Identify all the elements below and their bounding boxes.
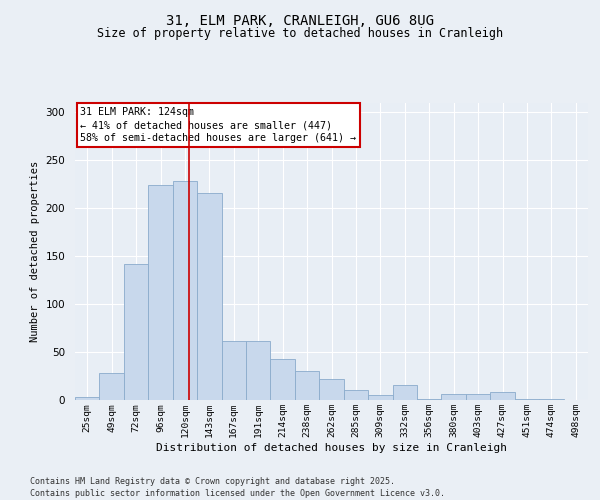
Bar xyxy=(75,397,100,400)
Bar xyxy=(392,384,417,400)
Bar xyxy=(197,192,221,400)
Bar xyxy=(466,394,490,400)
Bar xyxy=(368,395,392,400)
Bar xyxy=(490,392,515,400)
Bar xyxy=(417,399,442,400)
Text: 31, ELM PARK, CRANLEIGH, GU6 8UG: 31, ELM PARK, CRANLEIGH, GU6 8UG xyxy=(166,14,434,28)
Bar xyxy=(246,342,271,400)
X-axis label: Distribution of detached houses by size in Cranleigh: Distribution of detached houses by size … xyxy=(156,443,507,453)
Bar xyxy=(148,185,173,400)
Bar xyxy=(319,379,344,400)
Bar xyxy=(173,181,197,400)
Bar xyxy=(100,373,124,400)
Text: 31 ELM PARK: 124sqm
← 41% of detached houses are smaller (447)
58% of semi-detac: 31 ELM PARK: 124sqm ← 41% of detached ho… xyxy=(80,107,356,144)
Bar xyxy=(344,390,368,400)
Text: Contains HM Land Registry data © Crown copyright and database right 2025.
Contai: Contains HM Land Registry data © Crown c… xyxy=(30,476,445,498)
Bar xyxy=(124,264,148,400)
Y-axis label: Number of detached properties: Number of detached properties xyxy=(30,160,40,342)
Bar xyxy=(271,358,295,400)
Bar xyxy=(515,399,539,400)
Bar xyxy=(221,342,246,400)
Bar xyxy=(295,371,319,400)
Bar xyxy=(539,399,563,400)
Bar xyxy=(442,394,466,400)
Text: Size of property relative to detached houses in Cranleigh: Size of property relative to detached ho… xyxy=(97,28,503,40)
